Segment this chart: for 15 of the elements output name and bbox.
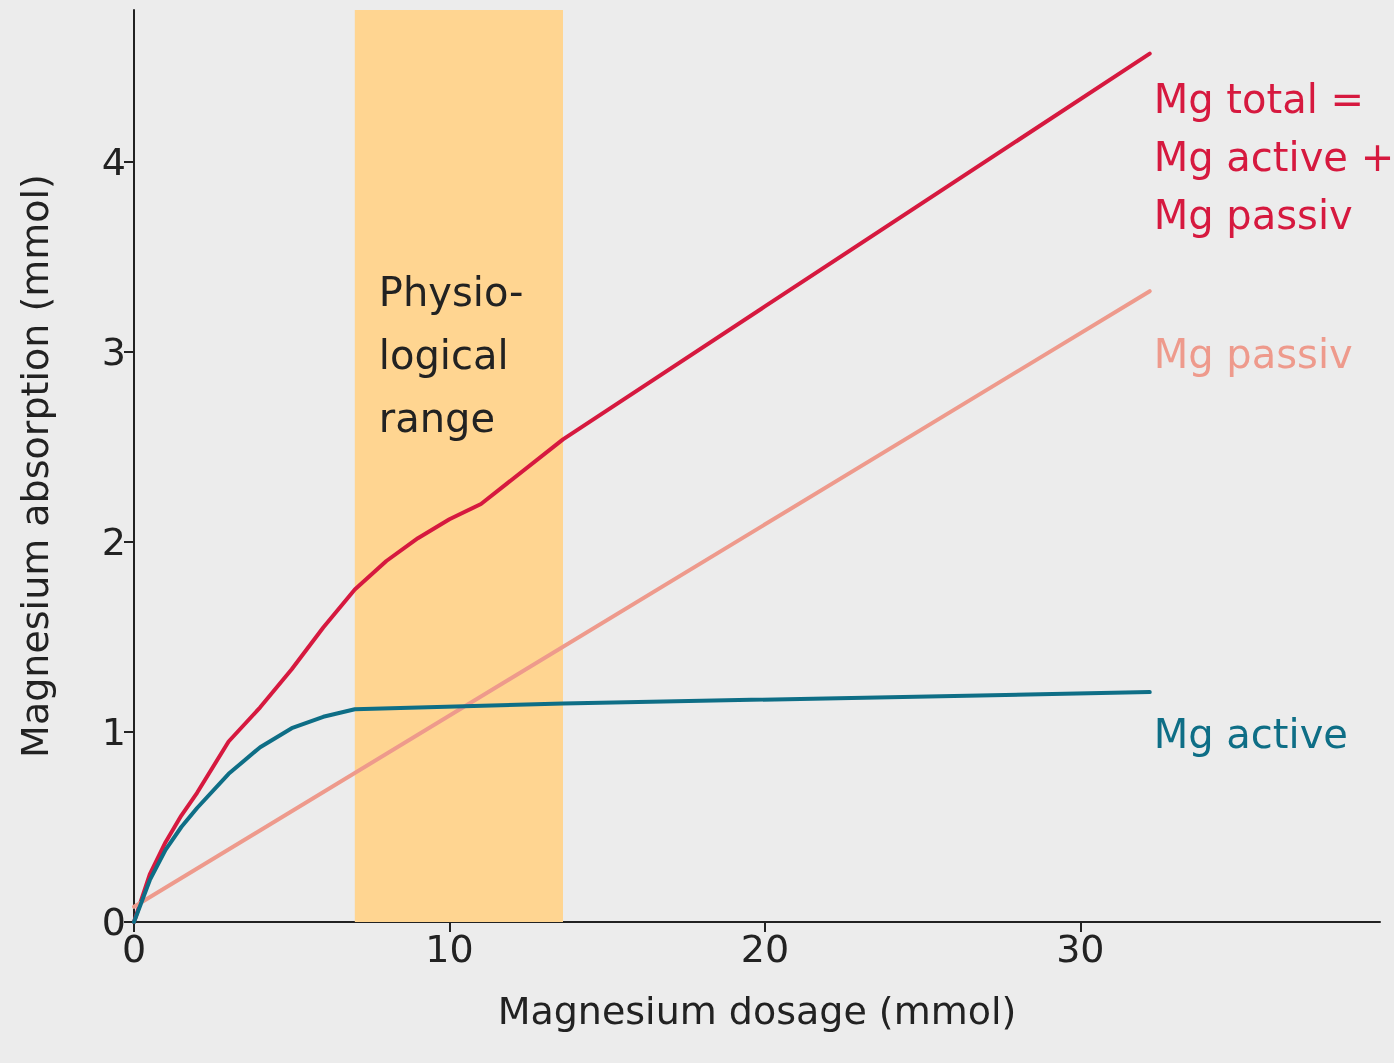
- series-label: Mg active: [1153, 711, 1348, 757]
- series-label: Mg passiv: [1153, 331, 1353, 377]
- x-tick-label: 20: [740, 927, 790, 971]
- x-tick-label: 30: [1056, 927, 1105, 971]
- y-tick-label: 2: [101, 520, 126, 564]
- x-tick-label: 10: [425, 927, 474, 971]
- series-label: Mg total = Mg active + Mg passiv: [1153, 76, 1394, 238]
- y-tick-label: 3: [101, 330, 126, 374]
- band-label: Physio- logical range: [378, 268, 524, 441]
- line-series: [132, 690, 1152, 924]
- y-tick-label: 0: [101, 900, 126, 944]
- y-tick-label: 1: [101, 710, 126, 754]
- y-tick-label: 4: [101, 140, 126, 184]
- x-axis-title: Magnesium dosage (mmol): [497, 989, 1017, 1033]
- y-axis-title: Magnesium absorption (mmol): [13, 174, 57, 758]
